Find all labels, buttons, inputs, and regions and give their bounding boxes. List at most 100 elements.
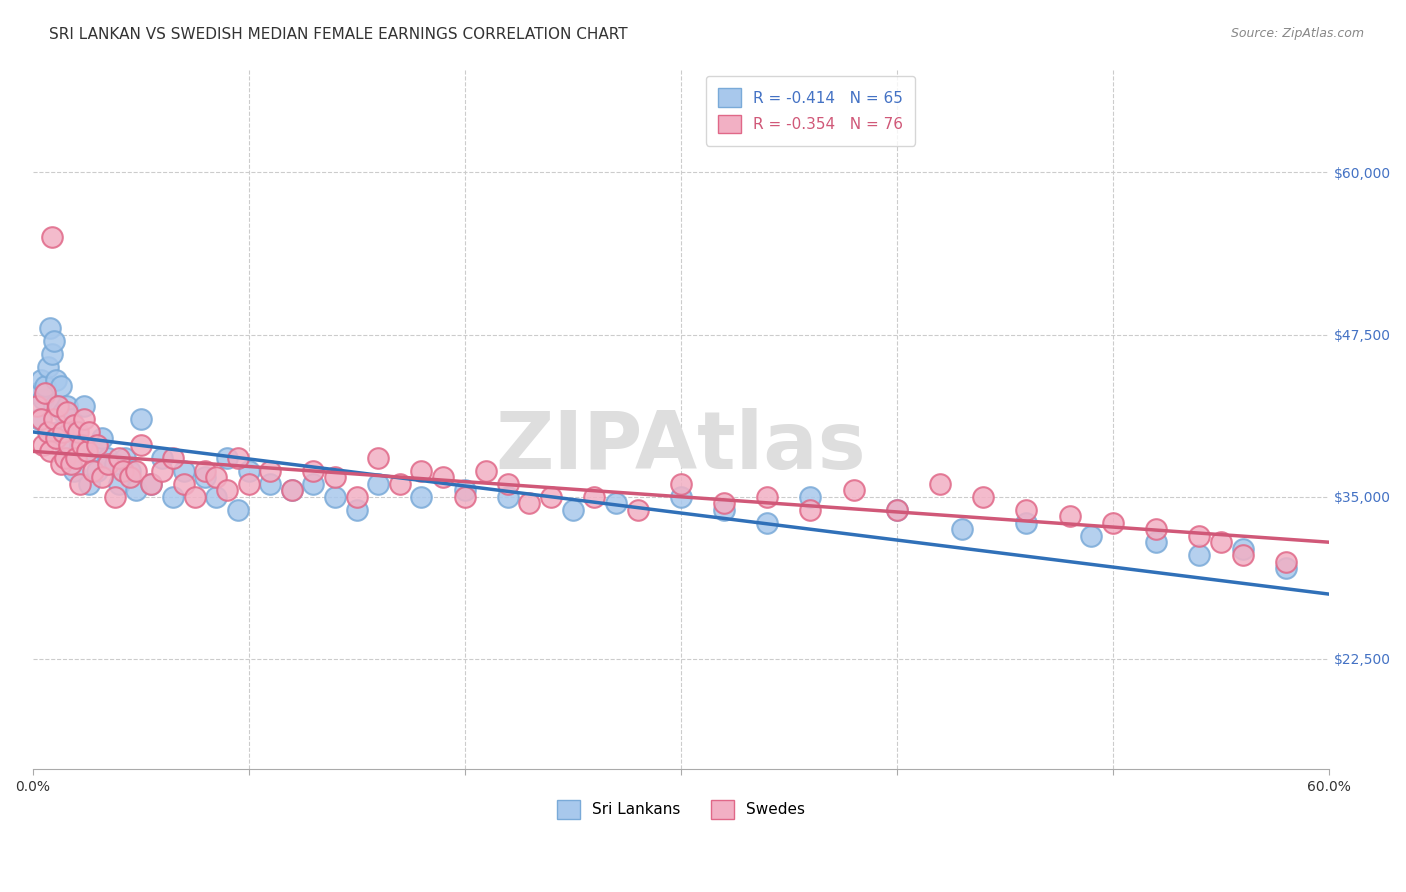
Point — [886, 502, 908, 516]
Point — [41, 347, 63, 361]
Point — [118, 470, 141, 484]
Point — [141, 476, 163, 491]
Point — [52, 405, 75, 419]
Point — [1102, 516, 1125, 530]
Point — [1188, 548, 1211, 562]
Point — [281, 483, 304, 498]
Point — [226, 450, 249, 465]
Point — [70, 438, 93, 452]
Point — [45, 373, 67, 387]
Point — [799, 502, 821, 516]
Point — [32, 438, 55, 452]
Point — [77, 476, 100, 491]
Point — [73, 412, 96, 426]
Point — [76, 444, 98, 458]
Point — [453, 483, 475, 498]
Point — [150, 450, 173, 465]
Point — [52, 425, 75, 439]
Point — [77, 425, 100, 439]
Point — [34, 379, 56, 393]
Point — [173, 476, 195, 491]
Point — [97, 458, 120, 472]
Point — [346, 502, 368, 516]
Point — [38, 321, 60, 335]
Point — [86, 438, 108, 452]
Point — [842, 483, 865, 498]
Point — [1144, 522, 1167, 536]
Point — [1080, 529, 1102, 543]
Point — [60, 412, 83, 426]
Point — [1232, 548, 1254, 562]
Point — [259, 464, 281, 478]
Point — [194, 464, 217, 478]
Point — [626, 502, 648, 516]
Point — [37, 359, 59, 374]
Point — [756, 490, 779, 504]
Point — [32, 392, 55, 407]
Point — [713, 496, 735, 510]
Point — [25, 386, 48, 401]
Point — [496, 490, 519, 504]
Text: SRI LANKAN VS SWEDISH MEDIAN FEMALE EARNINGS CORRELATION CHART: SRI LANKAN VS SWEDISH MEDIAN FEMALE EARN… — [49, 27, 628, 42]
Point — [1015, 502, 1038, 516]
Point — [162, 450, 184, 465]
Point — [104, 490, 127, 504]
Point — [42, 412, 65, 426]
Point — [1144, 535, 1167, 549]
Point — [519, 496, 541, 510]
Point — [125, 464, 148, 478]
Point — [30, 412, 52, 426]
Point — [48, 399, 70, 413]
Point — [56, 399, 79, 413]
Point — [49, 458, 72, 472]
Point — [1275, 555, 1298, 569]
Point — [90, 470, 112, 484]
Point — [97, 450, 120, 465]
Point — [346, 490, 368, 504]
Point — [561, 502, 583, 516]
Point — [62, 418, 84, 433]
Point — [669, 490, 692, 504]
Point — [205, 470, 228, 484]
Point — [1059, 509, 1081, 524]
Point — [432, 470, 454, 484]
Point — [42, 399, 65, 413]
Point — [58, 450, 80, 465]
Point — [73, 399, 96, 413]
Text: Source: ZipAtlas.com: Source: ZipAtlas.com — [1230, 27, 1364, 40]
Point — [114, 450, 136, 465]
Point — [82, 444, 104, 458]
Point — [25, 399, 48, 413]
Point — [215, 450, 238, 465]
Point — [1232, 541, 1254, 556]
Point — [605, 496, 627, 510]
Point — [323, 490, 346, 504]
Point — [238, 464, 260, 478]
Point — [367, 476, 389, 491]
Point — [226, 502, 249, 516]
Point — [82, 464, 104, 478]
Point — [69, 476, 91, 491]
Point — [108, 450, 131, 465]
Point — [42, 334, 65, 348]
Point — [129, 438, 152, 452]
Point — [108, 476, 131, 491]
Point — [475, 464, 498, 478]
Point — [496, 476, 519, 491]
Point — [141, 476, 163, 491]
Point — [886, 502, 908, 516]
Point — [48, 425, 70, 439]
Legend: Sri Lankans, Swedes: Sri Lankans, Swedes — [551, 794, 811, 825]
Point — [411, 464, 433, 478]
Point — [28, 412, 51, 426]
Point — [205, 490, 228, 504]
Point — [756, 516, 779, 530]
Point — [453, 490, 475, 504]
Point — [238, 476, 260, 491]
Point — [69, 438, 91, 452]
Point — [183, 490, 205, 504]
Point — [125, 483, 148, 498]
Point — [1275, 561, 1298, 575]
Point — [1209, 535, 1232, 549]
Point — [302, 464, 325, 478]
